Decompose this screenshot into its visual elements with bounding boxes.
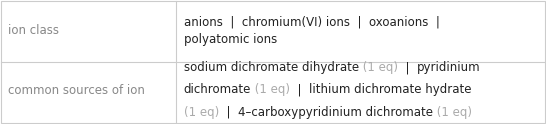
Text: (1 eq): (1 eq) bbox=[433, 106, 472, 119]
Text: sodium dichromate dihydrate: sodium dichromate dihydrate bbox=[184, 61, 359, 74]
Text: |: | bbox=[290, 83, 309, 96]
Text: ion class: ion class bbox=[8, 25, 59, 37]
Text: 4–carboxypyridinium dichromate: 4–carboxypyridinium dichromate bbox=[238, 106, 433, 119]
Text: (1 eq): (1 eq) bbox=[184, 106, 219, 119]
Text: anions  |  chromium(VI) ions  |  oxoanions  |
polyatomic ions: anions | chromium(VI) ions | oxoanions |… bbox=[184, 16, 440, 46]
Text: |: | bbox=[219, 106, 238, 119]
Text: (1 eq): (1 eq) bbox=[251, 83, 290, 96]
Text: pyridinium: pyridinium bbox=[417, 61, 480, 74]
Text: common sources of ion: common sources of ion bbox=[8, 84, 145, 97]
Text: lithium dichromate hydrate: lithium dichromate hydrate bbox=[309, 83, 472, 96]
Text: |: | bbox=[398, 61, 417, 74]
Text: dichromate: dichromate bbox=[184, 83, 251, 96]
Text: (1 eq): (1 eq) bbox=[359, 61, 398, 74]
